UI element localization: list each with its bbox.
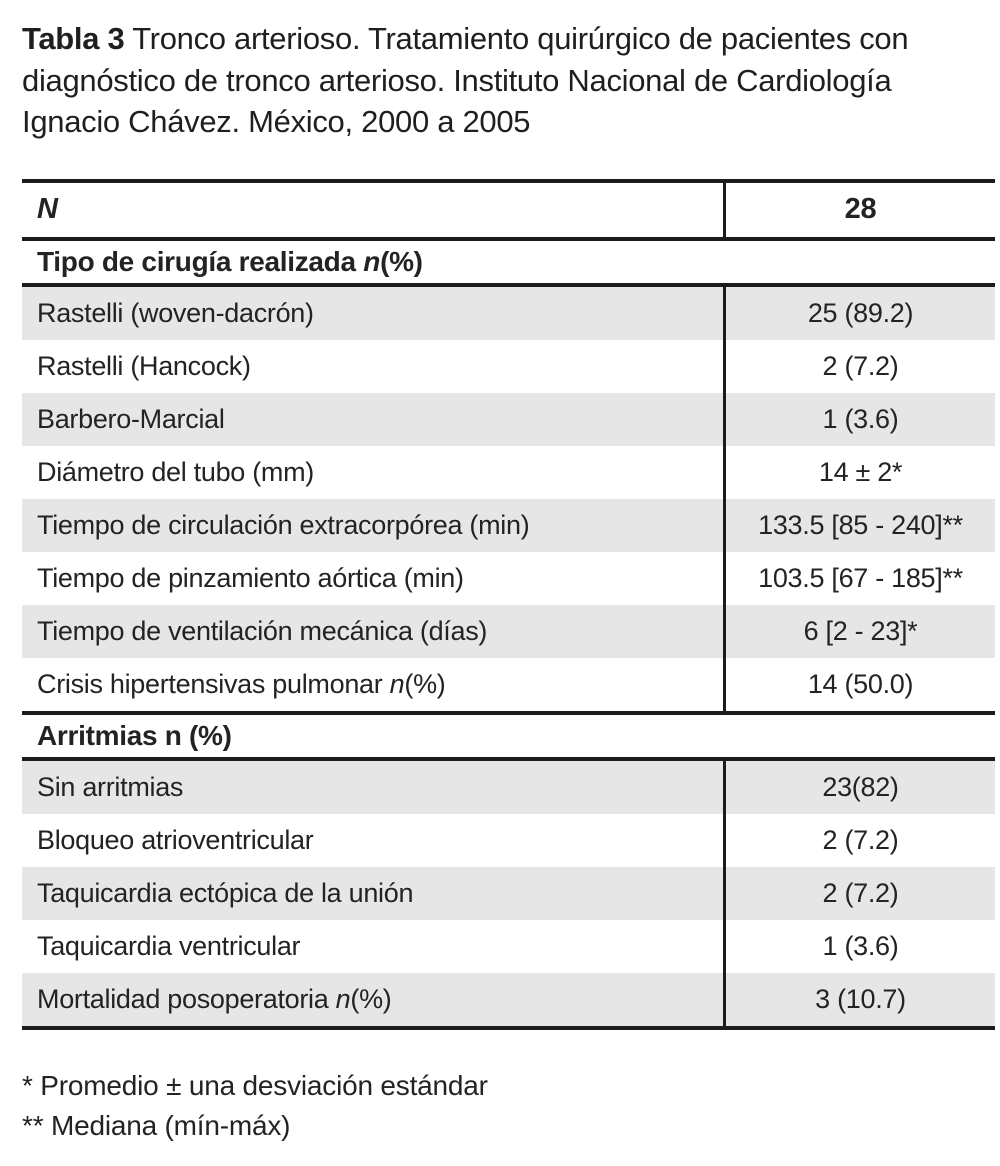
section-header: Arritmias n (%) bbox=[22, 710, 995, 761]
table-row: Mortalidad posoperatoria n (%) 3 (10.7) bbox=[22, 972, 995, 1026]
row-label: Taquicardia ectópica de la unión bbox=[37, 877, 414, 908]
row-value: 2 (7.2) bbox=[723, 813, 995, 867]
footnote-mediana: ** Mediana (mín-máx) bbox=[22, 1110, 291, 1142]
n-header-value: 28 bbox=[723, 182, 995, 237]
row-label: Diámetro del tubo (mm) bbox=[37, 456, 314, 487]
row-value: 103.5 [67 - 185]** bbox=[723, 551, 995, 605]
row-value: 133.5 [85 - 240]** bbox=[723, 498, 995, 552]
page: Tabla 3 Tronco arterioso. Tratamiento qu… bbox=[22, 18, 995, 1147]
row-label: Taquicardia ventricular bbox=[37, 930, 301, 961]
table-row: Taquicardia ventricular 1 (3.6) bbox=[22, 919, 995, 973]
n-header-label: N bbox=[37, 193, 58, 226]
row-label: Sin arritmias bbox=[37, 771, 184, 802]
row-value: 2 (7.2) bbox=[723, 866, 995, 920]
row-label: Tiempo de pinzamiento aórtica (min) bbox=[37, 562, 464, 593]
table-row: Taquicardia ectópica de la unión 2 (7.2) bbox=[22, 866, 995, 920]
footnotes: * Promedio ± una desviación estándar ** … bbox=[22, 1066, 995, 1147]
row-label: Mortalidad posoperatoria n (%) bbox=[37, 983, 392, 1014]
table-caption-text: Tronco arterioso. Tratamiento quirúrgico… bbox=[22, 21, 909, 140]
row-value: 2 (7.2) bbox=[723, 339, 995, 393]
row-label: Tiempo de circulación extracorpórea (min… bbox=[37, 509, 530, 540]
row-value: 1 (3.6) bbox=[723, 392, 995, 446]
row-label: Tiempo de ventilación mecánica (días) bbox=[37, 615, 488, 646]
table-row: Sin arritmias 23(82) bbox=[22, 760, 995, 814]
table-row: Tiempo de pinzamiento aórtica (min) 103.5… bbox=[22, 551, 995, 605]
row-label: Crisis hipertensivas pulmonar n (%) bbox=[37, 668, 446, 699]
row-value: 6 [2 - 23]* bbox=[723, 604, 995, 658]
row-value: 3 (10.7) bbox=[723, 972, 995, 1026]
table-row: Crisis hipertensivas pulmonar n (%) 14 (5… bbox=[22, 657, 995, 711]
table-body: Tipo de cirugía realizada n (%) Rastelli … bbox=[22, 236, 995, 1026]
row-value: 25 (89.2) bbox=[723, 286, 995, 340]
table-row: Rastelli (Hancock) 2 (7.2) bbox=[22, 339, 995, 393]
row-value: 1 (3.6) bbox=[723, 919, 995, 973]
table-caption-number: Tabla 3 bbox=[22, 21, 125, 56]
table-header-row: N 28 bbox=[22, 182, 995, 237]
row-label: Barbero-Marcial bbox=[37, 403, 225, 434]
table-row: Bloqueo atrioventricular 2 (7.2) bbox=[22, 813, 995, 867]
row-label: Rastelli (Hancock) bbox=[37, 350, 251, 381]
row-value: 23(82) bbox=[723, 760, 995, 814]
table-row: Diámetro del tubo (mm) 14 ± 2* bbox=[22, 445, 995, 499]
row-value: 14 (50.0) bbox=[723, 657, 995, 711]
section-header: Tipo de cirugía realizada n (%) bbox=[22, 236, 995, 287]
table-row: Rastelli (woven-dacrón) 25 (89.2) bbox=[22, 286, 995, 340]
row-label: Bloqueo atrioventricular bbox=[37, 824, 314, 855]
footnote-promedio: * Promedio ± una desviación estándar bbox=[22, 1069, 488, 1101]
table-row: Barbero-Marcial 1 (3.6) bbox=[22, 392, 995, 446]
row-label: Rastelli (woven-dacrón) bbox=[37, 297, 314, 328]
table-caption: Tabla 3 Tronco arterioso. Tratamiento qu… bbox=[22, 18, 995, 143]
table-row: Tiempo de ventilación mecánica (días) 6 [… bbox=[22, 604, 995, 658]
data-table: N 28 Tipo de cirugía realizada n (%) Rast… bbox=[22, 178, 995, 1030]
row-value: 14 ± 2* bbox=[723, 445, 995, 499]
table-row: Tiempo de circulación extracorpórea (min… bbox=[22, 498, 995, 552]
